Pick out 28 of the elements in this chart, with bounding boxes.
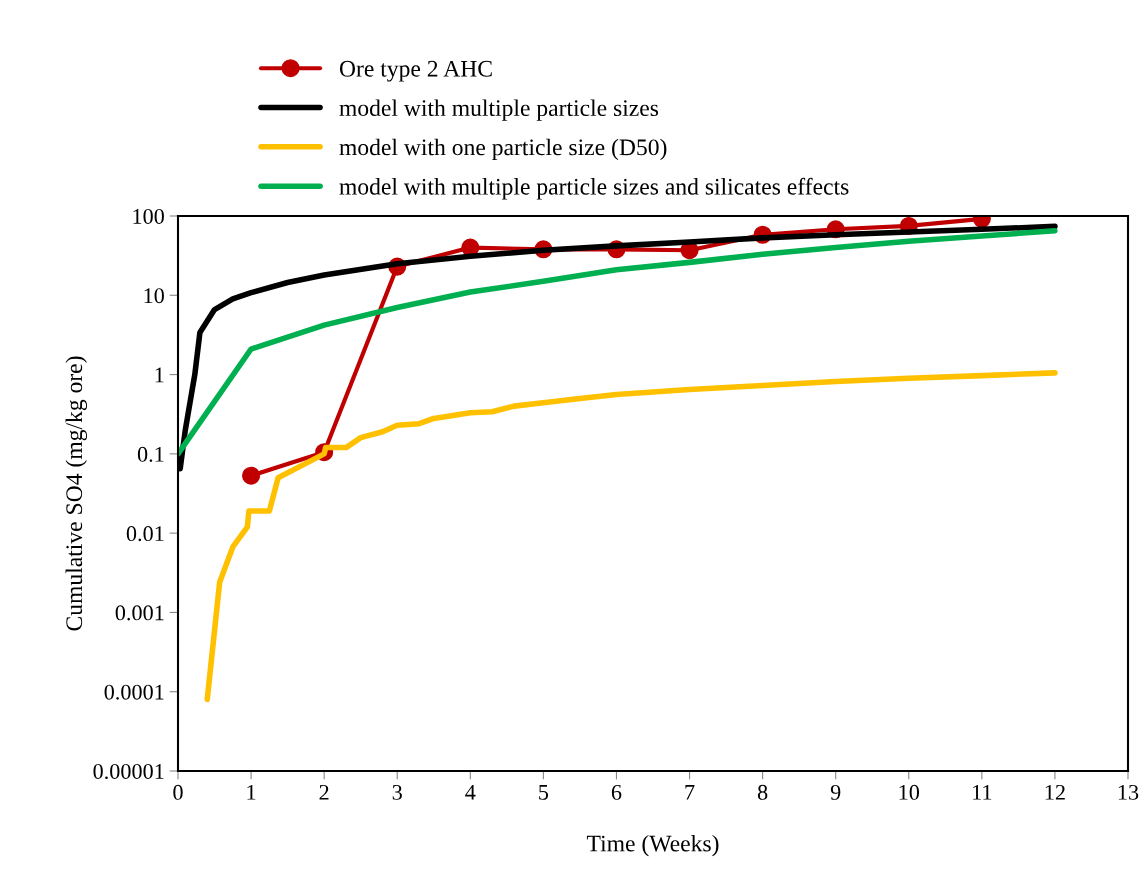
x-tick-label: 11: [973, 784, 992, 800]
legend-label: model with multiple particle sizes: [339, 99, 659, 121]
x-tick-label: 13: [1118, 784, 1139, 800]
x-tick-label: 12: [1045, 784, 1065, 800]
x-tick-label: 6: [611, 784, 622, 800]
y-tick-label: 0.1: [137, 446, 164, 462]
x-tick-label: 7: [685, 785, 695, 800]
x-tick-label: 3: [392, 784, 402, 800]
y-tick-label: 10: [144, 288, 164, 304]
x-tick-label: 9: [830, 784, 841, 800]
x-axis-title: Time (Weeks): [586, 834, 719, 857]
y-tick-label: 0.00001: [93, 763, 164, 780]
y-tick-label: 0.0001: [104, 684, 164, 700]
legend-label: model with multiple particle sizes and silicates effects: [339, 177, 849, 200]
legend-label: Ore type 2 AHC: [339, 60, 492, 82]
x-tick-label: 1: [247, 784, 256, 800]
y-axis-title: Cumulative SO4 (mg/kg ore): [65, 356, 88, 631]
x-tick-label: 8: [757, 784, 768, 800]
x-tick-label: 2: [319, 784, 329, 800]
legend-label: model with one particle size (D50): [339, 138, 667, 161]
x-tick-label: 5: [539, 785, 549, 800]
x-tick-label: 0: [173, 784, 183, 800]
y-tick-label: 100: [133, 208, 164, 224]
x-tick-label: 10: [899, 784, 920, 800]
y-tick-label: 0.001: [115, 605, 164, 621]
y-tick-label: 1: [155, 367, 164, 383]
x-tick-label: 4: [465, 784, 476, 800]
y-tick-label: 0.01: [126, 526, 164, 542]
